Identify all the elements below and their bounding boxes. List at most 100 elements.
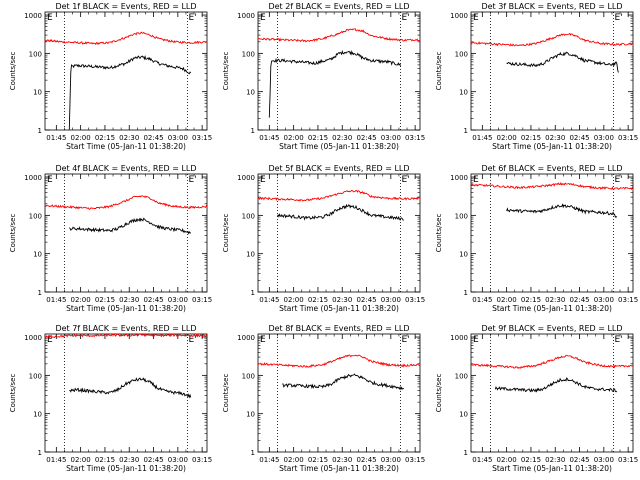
plot-frame (257, 333, 421, 453)
chart-title: Det 7f BLACK = Events, RED = LLD (55, 324, 196, 333)
x-tick-label: 02:30 (119, 296, 139, 304)
y-tick-label: 100 (455, 372, 468, 380)
chart-title: Det 5f BLACK = Events, RED = LLD (268, 164, 409, 173)
series-line-events (268, 49, 402, 118)
x-tick-label: 01:45 (259, 296, 279, 304)
series-line-lld (257, 189, 421, 202)
x-axis-label: Start Time (05-Jan-11 01:38:20) (279, 142, 399, 151)
x-tick-label: 02:00 (71, 296, 91, 304)
y-tick-label: 10 (459, 411, 468, 419)
x-tick-label: 02:30 (332, 134, 352, 142)
y-axis-label: Counts/sec (9, 214, 17, 253)
marker-e-prime-label: E' (402, 175, 410, 185)
y-tick-label: 10 (246, 411, 255, 419)
marker-e-label: E (47, 335, 53, 345)
y-tick-label: 1 (464, 289, 468, 297)
marker-e-label: E (260, 13, 266, 23)
y-axis-label: Counts/sec (9, 374, 17, 413)
y-tick-label: 100 (242, 212, 255, 220)
y-tick-label: 1000 (450, 12, 468, 20)
series-line-events (69, 377, 192, 399)
series-line-lld (44, 31, 208, 46)
y-tick-label: 1 (251, 127, 255, 135)
marker-e-prime-label: E' (402, 335, 410, 345)
chart-panel-2: Det 2f BLACK = Events, RED = LLD 1 10 100 10… (222, 2, 425, 151)
y-tick-label: 1 (38, 449, 42, 457)
y-tick-label: 10 (33, 411, 42, 419)
x-tick-label: 02:00 (284, 134, 304, 142)
y-tick-label: 1000 (450, 174, 468, 182)
y-axis-label: Counts/sec (222, 374, 230, 413)
x-tick-label: 02:15 (521, 456, 541, 464)
x-tick-label: 03:15 (618, 456, 638, 464)
plot-frame (470, 11, 634, 131)
x-tick-label: 01:45 (472, 456, 492, 464)
marker-e-prime-label: E' (189, 335, 197, 345)
y-tick-label: 100 (29, 372, 42, 380)
x-tick-label: 03:00 (381, 456, 401, 464)
x-tick-label: 02:15 (95, 296, 115, 304)
x-tick-label: 01:45 (46, 134, 66, 142)
chart-title: Det 2f BLACK = Events, RED = LLD (268, 2, 409, 11)
marker-e-prime-label: E' (615, 175, 623, 185)
chart-panel-7: Det 7f BLACK = Events, RED = LLD 1 10 100 10… (9, 324, 212, 473)
plot-frame (44, 333, 208, 453)
chart-panel-3: Det 3f BLACK = Events, RED = LLD 1 10 100 10… (435, 2, 638, 151)
y-tick-label: 100 (242, 50, 255, 58)
chart-title: Det 9f BLACK = Events, RED = LLD (481, 324, 622, 333)
plot-frame (257, 173, 421, 293)
y-tick-label: 10 (246, 251, 255, 259)
x-tick-label: 02:00 (497, 456, 517, 464)
x-tick-label: 03:15 (618, 134, 638, 142)
series-line-lld (470, 181, 634, 191)
x-tick-label: 02:45 (569, 134, 589, 142)
y-axis-label: Counts/sec (435, 214, 443, 253)
y-tick-label: 1000 (237, 12, 255, 20)
x-tick-label: 02:30 (119, 134, 139, 142)
y-tick-label: 1000 (24, 174, 42, 182)
y-tick-label: 1 (38, 127, 42, 135)
x-tick-label: 03:00 (594, 134, 614, 142)
y-axis-label: Counts/sec (9, 52, 17, 91)
chart-panel-1: Det 1f BLACK = Events, RED = LLD 1 10 100 10… (9, 2, 212, 151)
x-axis-label: Start Time (05-Jan-11 01:38:20) (492, 304, 612, 313)
marker-e-label: E (473, 13, 479, 23)
y-tick-label: 10 (33, 251, 42, 259)
x-tick-label: 03:15 (618, 296, 638, 304)
x-tick-label: 02:15 (308, 134, 328, 142)
plot-frame (470, 173, 634, 293)
x-tick-label: 01:45 (46, 296, 66, 304)
y-tick-label: 1 (251, 449, 255, 457)
series-line-lld (44, 333, 208, 339)
x-tick-label: 03:00 (168, 456, 188, 464)
x-tick-label: 03:00 (594, 296, 614, 304)
x-tick-label: 01:45 (259, 456, 279, 464)
series-line-events (506, 51, 619, 73)
marker-e-label: E (47, 175, 53, 185)
y-tick-label: 100 (242, 372, 255, 380)
chart-panel-8: Det 8f BLACK = Events, RED = LLD 1 10 100 10… (222, 324, 425, 473)
y-tick-label: 100 (29, 50, 42, 58)
plot-frame (470, 333, 634, 453)
y-tick-label: 100 (29, 212, 42, 220)
x-tick-label: 02:45 (143, 134, 163, 142)
x-tick-label: 02:30 (545, 296, 565, 304)
x-tick-label: 02:45 (356, 456, 376, 464)
x-tick-label: 03:15 (192, 456, 212, 464)
x-tick-label: 02:00 (497, 134, 517, 142)
x-axis-label: Start Time (05-Jan-11 01:38:20) (66, 142, 186, 151)
x-tick-label: 01:45 (472, 296, 492, 304)
series-line-events (282, 373, 404, 391)
y-tick-label: 1000 (24, 12, 42, 20)
x-tick-label: 02:15 (521, 134, 541, 142)
x-tick-label: 03:15 (192, 134, 212, 142)
plot-frame (257, 11, 421, 131)
series-line-lld (470, 32, 634, 47)
y-axis-label: Counts/sec (435, 374, 443, 413)
x-tick-label: 02:15 (521, 296, 541, 304)
y-axis-label: Counts/sec (222, 214, 230, 253)
x-tick-label: 02:15 (95, 456, 115, 464)
series-line-lld (44, 195, 208, 210)
x-axis-label: Start Time (05-Jan-11 01:38:20) (279, 464, 399, 473)
